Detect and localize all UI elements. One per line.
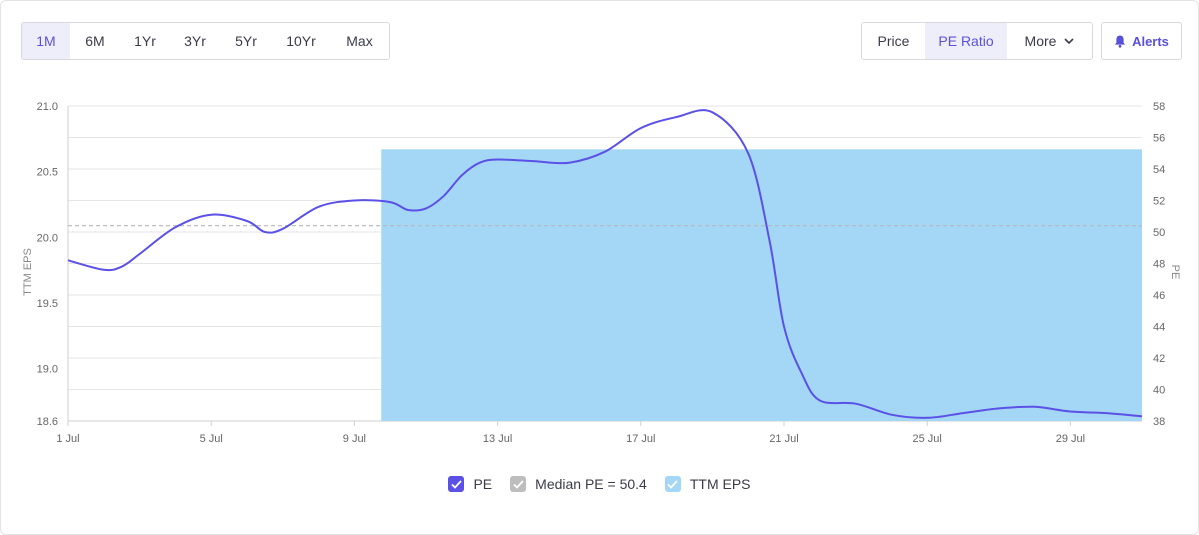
legend-label-ttm: TTM EPS <box>689 476 751 492</box>
range-button-10yr[interactable]: 10Yr <box>272 23 330 59</box>
left-tick-label: 19.5 <box>37 298 58 310</box>
right-axis-title: PE <box>1169 265 1181 280</box>
checkmark-icon <box>448 476 465 492</box>
left-tick-label: 18.6 <box>37 416 58 428</box>
left-tick-label: 20.0 <box>37 232 58 244</box>
more-dropdown[interactable]: More <box>1007 23 1092 59</box>
right-tick-label: 44 <box>1153 322 1165 334</box>
more-label: More <box>1024 33 1057 49</box>
range-button-6m[interactable]: 6M <box>70 23 120 59</box>
right-tick-label: 40 <box>1153 385 1165 397</box>
bell-icon <box>1115 35 1126 48</box>
ttm-eps-area <box>381 149 1142 421</box>
chart-mode-selector: Price PE Ratio More <box>861 22 1093 60</box>
legend-label-median: Median PE = 50.4 <box>535 476 647 492</box>
chevron-down-icon <box>1064 37 1075 44</box>
pe-ratio-button[interactable]: PE Ratio <box>925 23 1007 59</box>
range-button-1yr[interactable]: 1Yr <box>120 23 170 59</box>
right-tick-label: 46 <box>1153 290 1165 302</box>
pe-line <box>67 109 1143 419</box>
right-tick-label: 56 <box>1153 133 1165 145</box>
left-axis-title: TTM EPS <box>22 248 34 296</box>
time-range-selector: 1M 6M 1Yr 3Yr 5Yr 10Yr Max <box>21 22 390 60</box>
legend-item-ttm[interactable]: TTM EPS <box>664 474 751 494</box>
legend-item-median[interactable]: Median PE = 50.4 <box>510 474 647 494</box>
right-tick-label: 54 <box>1153 164 1165 176</box>
right-tick-label: 50 <box>1153 227 1165 239</box>
left-tick-label: 19.0 <box>37 364 58 376</box>
alerts-button[interactable]: Alerts <box>1101 22 1182 60</box>
x-tick-label: 21 Jul <box>769 433 798 445</box>
x-tick-label: 13 Jul <box>483 433 512 445</box>
range-button-3yr[interactable]: 3Yr <box>170 23 220 59</box>
left-tick-label: 21.0 <box>37 101 58 113</box>
right-tick-label: 48 <box>1153 259 1165 271</box>
x-tick-label: 29 Jul <box>1056 433 1085 445</box>
range-button-1m[interactable]: 1M <box>22 23 70 59</box>
x-tick-label: 1 Jul <box>56 433 79 445</box>
price-button[interactable]: Price <box>862 23 925 59</box>
right-tick-label: 42 <box>1153 353 1165 365</box>
checkmark-icon <box>664 476 681 492</box>
legend-item-pe[interactable]: PE <box>448 474 492 494</box>
x-tick-label: 9 Jul <box>343 433 366 445</box>
alerts-label: Alerts <box>1132 33 1169 49</box>
range-button-5yr[interactable]: 5Yr <box>220 23 272 59</box>
chart-legend: PE Median PE = 50.4 TTM EPS <box>0 474 1199 494</box>
right-tick-label: 38 <box>1153 416 1165 428</box>
x-tick-label: 17 Jul <box>626 433 655 445</box>
legend-label-pe: PE <box>473 476 493 492</box>
range-button-max[interactable]: Max <box>330 23 389 59</box>
x-tick-label: 25 Jul <box>913 433 942 445</box>
left-tick-label: 20.5 <box>37 167 58 179</box>
right-tick-label: 58 <box>1153 101 1165 113</box>
checkmark-icon <box>510 476 527 492</box>
right-tick-label: 52 <box>1153 196 1165 208</box>
x-tick-label: 5 Jul <box>200 433 223 445</box>
